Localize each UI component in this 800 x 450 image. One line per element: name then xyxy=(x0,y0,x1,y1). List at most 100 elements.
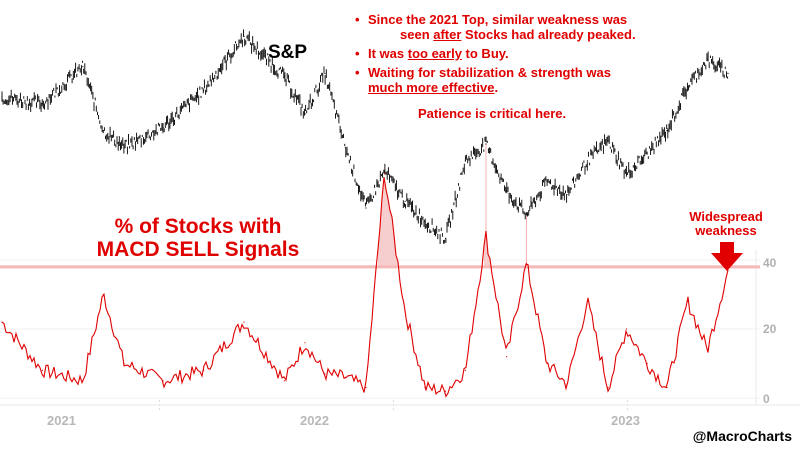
down-arrow-icon xyxy=(711,242,743,271)
sp-data-point xyxy=(102,130,104,132)
sp-data-point xyxy=(424,220,426,222)
macd-data-point xyxy=(706,349,709,351)
macd-data-point xyxy=(566,383,568,385)
sp-label: S&P xyxy=(268,42,308,63)
sp-data-point xyxy=(162,126,164,128)
macd-data-point xyxy=(424,387,426,389)
note1-line1: Since the 2021 Top, similar weakness was xyxy=(368,12,628,27)
note-item-1: • Since the 2021 Top, similar weakness w… xyxy=(355,12,636,42)
note-item-3: • Waiting for stabilization & strength w… xyxy=(355,65,636,95)
sp-data-point xyxy=(1,96,3,98)
sp-data-point xyxy=(586,160,589,162)
macd-data-point xyxy=(123,362,125,365)
macd-data-point xyxy=(525,262,528,264)
macd-sell-series xyxy=(1,173,729,398)
widespread-line1: Widespread xyxy=(689,209,763,224)
macd-data-point xyxy=(365,387,367,389)
sp-data-point xyxy=(646,153,648,155)
macd-data-point xyxy=(324,373,326,375)
sp-data-point xyxy=(566,193,568,196)
widespread-line2: weakness xyxy=(695,223,757,238)
sp-data-point xyxy=(324,72,326,74)
note-item-2: • It was too early to Buy. xyxy=(355,46,636,61)
sp-data-point xyxy=(344,146,346,148)
note1-underline: after xyxy=(433,27,462,42)
sp-data-point xyxy=(304,113,306,115)
x-tick-label: 2023 xyxy=(611,413,640,428)
sp-data-point xyxy=(243,35,245,38)
note3-line1: Waiting for stabilization & strength was xyxy=(368,65,611,80)
y-tick-label: 40 xyxy=(763,256,777,270)
macd-data-point xyxy=(607,387,609,389)
sp-data-point xyxy=(506,190,508,192)
note1-line2: seen after Stocks had already peaked. xyxy=(368,27,636,42)
sp-data-point xyxy=(666,130,668,132)
sp-data-point xyxy=(404,200,406,202)
macd-data-point xyxy=(1,321,3,323)
sp-data-point xyxy=(464,160,466,162)
sp-data-point xyxy=(384,170,386,172)
macd-data-point xyxy=(485,235,487,237)
macd-data-point xyxy=(304,342,306,344)
indicator-title-line1: % of Stocks with xyxy=(114,215,282,238)
x-tick-label: 2021 xyxy=(47,413,76,428)
macd-data-point xyxy=(445,390,447,392)
bullet-icon: • xyxy=(355,65,360,80)
macd-data-point xyxy=(203,369,205,371)
sell-signal-fill xyxy=(378,177,398,267)
grid-layer xyxy=(0,250,800,412)
sp-data-point xyxy=(546,180,548,182)
note3-text-b: . xyxy=(494,80,499,95)
macd-data-point xyxy=(162,380,164,382)
widespread-weakness-label: Widespread weakness xyxy=(676,210,776,238)
sp-data-point xyxy=(687,86,689,88)
sp-data-point xyxy=(525,214,528,216)
macd-data-point xyxy=(283,380,285,382)
sell-signal-fill xyxy=(484,231,490,267)
macd-data-point xyxy=(687,300,689,302)
author-credit: @MacroCharts xyxy=(692,428,792,444)
note3-line2: much more effective. xyxy=(368,80,636,95)
macd-data-point xyxy=(626,328,628,330)
sp-data-point xyxy=(727,72,729,74)
macd-data-point xyxy=(102,293,104,296)
macd-data-point xyxy=(344,376,346,378)
sp-data-point xyxy=(82,66,84,68)
commentary-notes: • Since the 2021 Top, similar weakness w… xyxy=(355,12,636,99)
bullet-icon: • xyxy=(355,12,360,27)
sp-data-point xyxy=(365,207,367,209)
indicator-title: % of Stocks with MACD SELL Signals xyxy=(78,215,318,261)
note2-text-b: to Buy. xyxy=(461,46,509,61)
sp-data-point xyxy=(123,146,125,148)
macd-data-point xyxy=(464,369,466,371)
macd-data-point xyxy=(506,356,508,358)
note1-text-b: seen xyxy=(400,27,434,42)
sp-data-point xyxy=(485,143,487,145)
note3-underline: much more effective xyxy=(368,80,495,95)
peak-connector-lines xyxy=(384,144,527,264)
sp-data-point xyxy=(203,89,205,91)
sp-data-point xyxy=(445,237,447,239)
note2-underline: too early xyxy=(407,46,462,61)
sp-data-point xyxy=(283,76,285,78)
y-tick-label: 0 xyxy=(763,392,770,406)
patience-note: Patience is critical here. xyxy=(418,106,567,121)
macd-data-point xyxy=(41,369,44,371)
sp-data-point xyxy=(607,140,609,142)
bullet-icon: • xyxy=(355,46,360,61)
sp-data-point xyxy=(41,103,44,105)
indicator-title-line2: MACD SELL Signals xyxy=(96,238,300,261)
sp-data-point xyxy=(706,59,709,61)
sp-data-point xyxy=(626,173,628,175)
macd-data-point xyxy=(646,362,648,365)
macd-data-point xyxy=(404,311,406,313)
macd-data-point xyxy=(586,300,589,302)
macd-data-point xyxy=(546,362,548,365)
macd-data-point xyxy=(82,380,84,382)
macd-data-point xyxy=(243,321,245,323)
x-tick-label: 2022 xyxy=(300,413,329,428)
note1-text-end: Stocks had already peaked. xyxy=(461,27,636,42)
macd-data-point xyxy=(384,173,386,175)
sp-price-series xyxy=(1,29,729,244)
